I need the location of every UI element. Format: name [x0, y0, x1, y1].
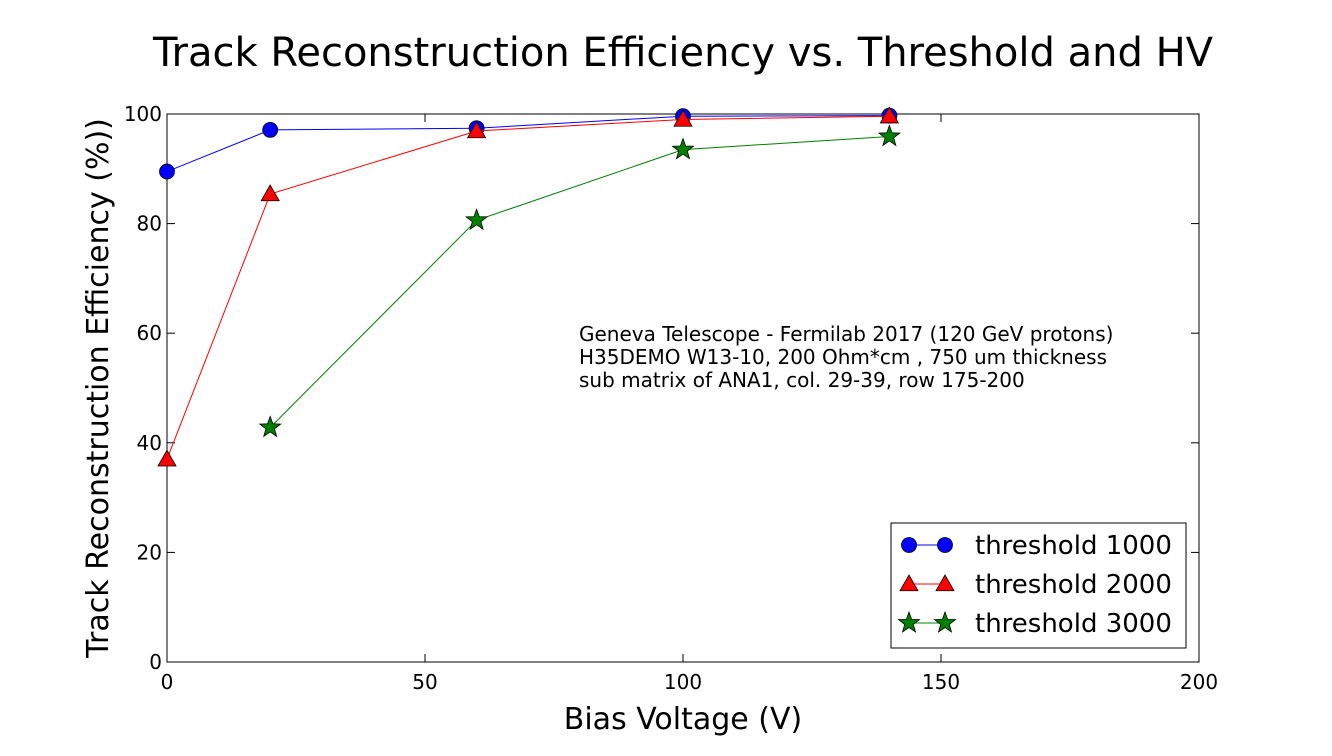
legend-marker: [937, 537, 953, 553]
y-tick-label: 80: [137, 212, 162, 236]
legend-entry: threshold 1000: [901, 531, 1172, 561]
data-point: [159, 163, 175, 180]
series-1: [159, 107, 898, 180]
annotation: Geneva Telescope - Fermilab 2017 (120 Ge…: [579, 322, 1113, 392]
legend-marker: [899, 574, 919, 592]
legend-marker: [901, 537, 917, 553]
y-tick-label: 0: [149, 650, 162, 674]
series-line: [166, 115, 890, 460]
x-axis-label: Bias Voltage (V): [564, 702, 802, 737]
series-2: [157, 106, 900, 467]
series-line: [269, 135, 890, 428]
y-tick-label: 60: [137, 321, 162, 345]
legend-label: threshold 1000: [975, 531, 1172, 561]
x-tick-label: 50: [412, 670, 437, 694]
series-3: [258, 124, 901, 438]
y-tick-label: 100: [124, 102, 162, 126]
data-point: [260, 184, 280, 202]
y-tick-label: 20: [137, 540, 162, 564]
annotation-line-2: H35DEMO W13-10, 200 Ohm*cm , 750 um thic…: [579, 345, 1107, 369]
data-point: [258, 415, 282, 438]
legend-label: threshold 3000: [975, 609, 1172, 639]
data-point: [262, 121, 279, 138]
annotation-line-3: sub matrix of ANA1, col. 29-39, row 175-…: [579, 368, 1025, 392]
data-point: [877, 124, 901, 147]
data-point: [879, 106, 900, 124]
legend-marker: [935, 574, 955, 592]
y-tick-label: 40: [137, 431, 162, 455]
legend-marker: [933, 610, 957, 633]
axis-ticks: 0 50 100 150 200 0 20 40 60 80 100: [124, 102, 1218, 694]
data-point: [465, 208, 489, 231]
x-tick-label: 150: [922, 670, 960, 694]
data-point: [673, 109, 693, 127]
legend: threshold 1000 threshold 2000 threshold 30…: [890, 522, 1187, 649]
data-point: [466, 121, 487, 139]
annotation-line-1: Geneva Telescope - Fermilab 2017 (120 Ge…: [579, 322, 1113, 346]
data-point: [157, 449, 177, 467]
legend-entry: threshold 2000: [899, 570, 1172, 600]
legend-marker: [897, 610, 921, 633]
x-tick-label: 200: [1180, 670, 1218, 694]
y-axis-label: Track Reconstruction Efficiency (%)): [81, 118, 116, 659]
x-tick-label: 100: [664, 670, 702, 694]
series-layer: [157, 106, 901, 467]
legend-entry: threshold 3000: [897, 609, 1172, 639]
data-point: [671, 137, 695, 160]
chart-title: Track Reconstruction Efficiency vs. Thre…: [152, 30, 1214, 76]
x-tick-label: 0: [161, 670, 174, 694]
legend-label: threshold 2000: [975, 570, 1172, 600]
